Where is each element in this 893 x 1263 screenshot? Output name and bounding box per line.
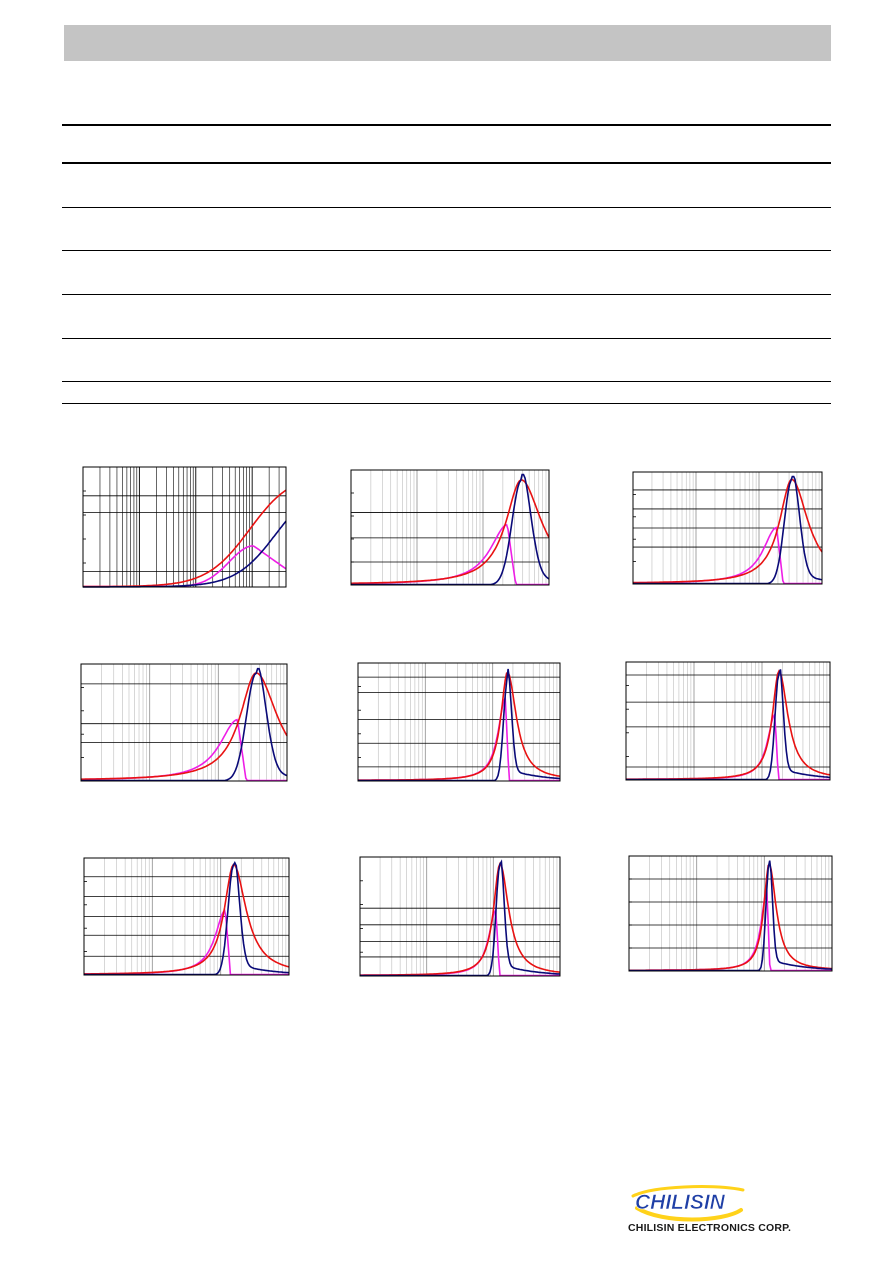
chart-frame: [350, 469, 550, 586]
table-top-rule: [62, 124, 831, 126]
table-row-divider: [62, 294, 831, 295]
series-line-c: [81, 718, 287, 782]
chart-frame: [357, 662, 561, 782]
impedance-chart-5: [357, 662, 561, 782]
chart-frame: [359, 856, 561, 977]
company-name: CHILISIN ELECTRONICS CORP.: [628, 1222, 792, 1234]
chart-frame: [628, 855, 833, 972]
logo-swoosh-top: [631, 1185, 745, 1198]
chart-frame: [632, 471, 823, 585]
chart-svg: [625, 661, 831, 781]
table-header-rule: [62, 162, 831, 164]
chart-frame: [80, 663, 288, 782]
series-line-a: [633, 478, 823, 584]
series-line-b: [360, 859, 561, 977]
chart-frame: [82, 466, 287, 588]
series-line-b: [633, 475, 823, 585]
series-line-b: [351, 473, 550, 586]
impedance-chart-1: [82, 466, 287, 588]
chilisin-logo-icon: CHILISIN: [631, 1185, 745, 1222]
series-line-a: [351, 479, 550, 585]
chart-svg: [357, 662, 561, 782]
series-line-b: [629, 860, 833, 972]
logo-wordmark: CHILISIN: [635, 1191, 726, 1214]
series-line-b: [81, 667, 288, 782]
series-line-c: [351, 523, 549, 586]
impedance-chart-9: [628, 855, 833, 972]
chart-svg: [83, 857, 290, 976]
series-line-a: [81, 672, 288, 780]
impedance-chart-4: [80, 663, 288, 782]
logo-swoosh: [635, 1206, 743, 1222]
chart-svg: [82, 466, 287, 588]
impedance-chart-2: [350, 469, 550, 586]
table-bottom-rule: [62, 403, 831, 404]
series-line-a: [358, 671, 561, 781]
series-line-a: [83, 489, 287, 588]
series-line-b: [84, 860, 290, 976]
table-row-divider: [62, 207, 831, 208]
impedance-chart-6: [625, 661, 831, 781]
series-line-c: [626, 712, 830, 781]
series-line-a: [360, 862, 561, 976]
chart-svg: [359, 856, 561, 977]
chart-svg: [628, 855, 833, 972]
series-line-b: [358, 668, 561, 782]
impedance-chart-3: [632, 471, 823, 585]
company-logo: CHILISIN: [623, 1182, 833, 1236]
chart-svg: [350, 469, 550, 586]
series-line-a: [626, 669, 831, 780]
series-line-a: [84, 863, 290, 975]
table-row-divider: [62, 338, 831, 339]
series-line-c: [359, 907, 560, 977]
chart-frame: [83, 857, 290, 976]
series-line-b: [83, 520, 287, 588]
table-row-divider: [62, 250, 831, 251]
series-line-c: [633, 526, 822, 585]
page-header-bar: [64, 25, 831, 61]
series-line-c: [84, 908, 289, 976]
table-row-divider: [62, 381, 831, 382]
chart-frame: [625, 661, 831, 781]
series-line-c: [358, 694, 560, 782]
series-line-a: [629, 862, 833, 972]
chart-svg: [80, 663, 288, 782]
impedance-chart-8: [359, 856, 561, 977]
impedance-chart-7: [83, 857, 290, 976]
series-line-b: [626, 669, 831, 781]
chart-svg: [632, 471, 823, 585]
series-line-c: [83, 545, 287, 588]
